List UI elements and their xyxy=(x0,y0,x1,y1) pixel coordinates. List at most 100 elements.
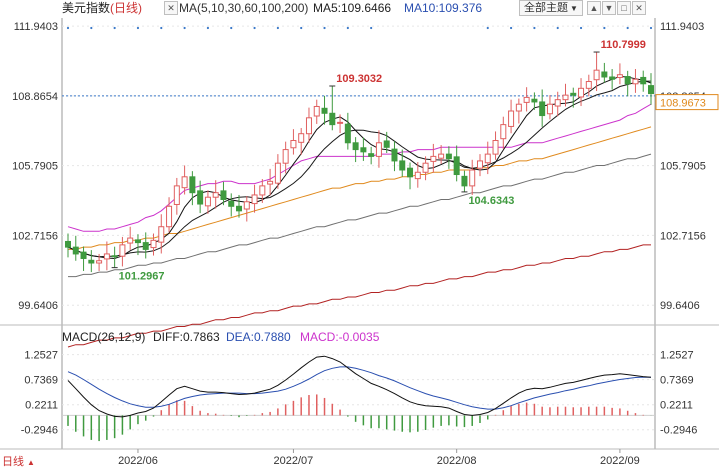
theme-dropdown[interactable]: 全部主题 ▼ xyxy=(519,0,583,16)
macd-dea-value: DEA:0.7880 xyxy=(226,330,291,344)
candle-body xyxy=(274,162,281,184)
candle-body xyxy=(546,103,553,115)
candle-body xyxy=(298,133,305,143)
candle-body xyxy=(212,192,219,198)
close-icon[interactable]: ✕ xyxy=(632,1,646,15)
event-marker-dot xyxy=(649,26,653,30)
macd-tick-left: -0.2946 xyxy=(21,425,58,437)
period-selector[interactable]: 日线 ▲ xyxy=(2,453,35,469)
price-tick-right: 111.9403 xyxy=(660,21,704,33)
event-marker-dot xyxy=(90,26,93,30)
candlesticks xyxy=(65,52,654,273)
annotation-label: 110.7999 xyxy=(601,39,646,51)
candle-body xyxy=(321,107,328,114)
event-marker-dot xyxy=(276,26,279,30)
event-marker-dot xyxy=(370,26,373,30)
macd-title: MACD(26,12,9) xyxy=(62,330,146,344)
candle-body xyxy=(220,190,227,200)
candle-body xyxy=(391,148,398,162)
window-icon[interactable]: □ xyxy=(617,1,631,15)
ma100-line xyxy=(68,153,652,278)
candle-body xyxy=(142,242,149,250)
candle-body xyxy=(438,153,445,159)
ma5-value: MA5:109.6466 xyxy=(313,1,392,15)
candle-body xyxy=(181,176,188,189)
candle-body xyxy=(96,260,103,264)
candle-body xyxy=(523,96,530,103)
event-marker-dot xyxy=(66,26,70,30)
annotations: 101.2967 109.3032 104.6343 110.7999 xyxy=(111,39,646,283)
last-price-tag: 108.9673 xyxy=(660,98,706,110)
candle-body xyxy=(453,156,460,176)
event-marker-dot xyxy=(160,26,163,30)
ma10-value: MA10:109.376 xyxy=(404,1,483,15)
candle-body xyxy=(383,140,390,148)
ma5-line xyxy=(67,75,652,260)
event-marker-dot xyxy=(486,26,489,30)
candle-body xyxy=(632,78,639,85)
price-tick-left: 105.7905 xyxy=(12,161,58,173)
ma60-line xyxy=(68,126,652,250)
event-marker-dot xyxy=(323,26,326,30)
chevron-up-icon: ▲ xyxy=(27,458,35,467)
candle-body xyxy=(515,103,522,112)
candle-body xyxy=(189,176,196,194)
candle-body xyxy=(484,153,491,164)
event-marker-dot xyxy=(183,26,186,30)
candle-body xyxy=(375,142,382,157)
period-label: (日线) xyxy=(110,1,143,15)
candle-body xyxy=(119,244,126,257)
event-marker-dot xyxy=(136,26,140,30)
event-marker-dot xyxy=(603,26,606,30)
candle-body xyxy=(500,124,507,140)
price-tick-right: 105.7905 xyxy=(660,161,706,173)
candle-body xyxy=(609,76,616,80)
candle-body xyxy=(368,153,375,157)
macd-diff-value: DIFF:0.7863 xyxy=(153,330,220,344)
price-tick-left: 111.9403 xyxy=(14,21,58,33)
candle-body xyxy=(65,240,71,248)
candle-body xyxy=(173,185,180,205)
candle-body xyxy=(305,117,312,135)
candle-body xyxy=(352,142,359,151)
macd-tick-left: 0.2211 xyxy=(25,400,58,412)
settings-icon[interactable]: ✕ xyxy=(164,1,178,15)
candle-body xyxy=(158,226,165,243)
candle-body xyxy=(492,140,499,155)
candle-body xyxy=(445,153,452,160)
macd-dea-line xyxy=(67,366,652,410)
candle-body xyxy=(80,251,87,259)
candle-body xyxy=(640,76,647,85)
candle-body xyxy=(134,239,141,244)
macd-diff-line xyxy=(67,355,652,418)
ma10-line xyxy=(67,80,652,258)
candle-body xyxy=(88,259,95,264)
event-marker-dot xyxy=(346,26,349,30)
down-arrow-icon[interactable]: ▼ xyxy=(602,1,616,15)
candle-body xyxy=(562,94,569,101)
candle-body xyxy=(290,140,297,149)
macd-tick-left: 1.2527 xyxy=(24,350,58,362)
annotation-label: 109.3032 xyxy=(336,73,382,85)
candle-body xyxy=(476,160,483,169)
candle-body xyxy=(585,81,592,89)
candle-body xyxy=(578,87,585,98)
event-marker-dot xyxy=(253,26,256,30)
candle-body xyxy=(197,190,204,205)
up-arrow-icon[interactable]: ▲ xyxy=(587,1,601,15)
candle-body xyxy=(554,99,561,107)
x-tick-label: 2022/09 xyxy=(600,455,640,467)
ma-params-label: MA(5,10,30,60,100,200) xyxy=(179,1,309,15)
candle-body xyxy=(360,147,367,153)
candle-body xyxy=(236,205,243,212)
event-marker-dot xyxy=(579,26,583,30)
event-marker-dot xyxy=(626,26,629,30)
annotation-label: 104.6343 xyxy=(468,195,514,207)
x-tick-label: 2022/07 xyxy=(274,455,314,467)
macd-tick-right: 0.7369 xyxy=(660,375,694,387)
macd-tick-right: 0.2211 xyxy=(660,400,693,412)
event-marker-dot xyxy=(300,26,303,30)
candle-body xyxy=(601,71,608,78)
candle-body xyxy=(127,237,134,244)
